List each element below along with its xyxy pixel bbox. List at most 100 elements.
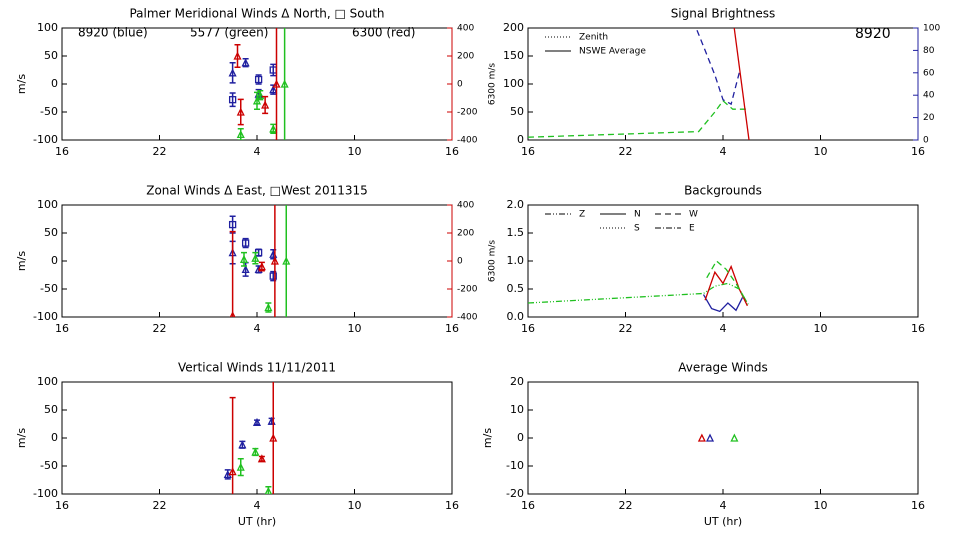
x-tick-label: 10 <box>814 499 828 512</box>
marker-triangle <box>261 100 270 109</box>
x-tick-label: 22 <box>619 322 633 335</box>
y-tick-label: 0 <box>51 431 58 444</box>
x-axis-label: UT (hr) <box>704 515 742 528</box>
x-tick-label: 22 <box>153 499 167 512</box>
marker-triangle <box>697 433 706 442</box>
error-bar <box>234 44 241 68</box>
x-tick-label: 22 <box>153 322 167 335</box>
y2-tick-label: -200 <box>457 285 478 295</box>
x-tick-label: 4 <box>254 322 261 335</box>
y-axis-label: m/s <box>15 74 28 94</box>
error-bar <box>241 251 247 267</box>
error-bar <box>229 215 236 234</box>
x-tick-label: 22 <box>619 499 633 512</box>
error-bar <box>229 230 236 317</box>
y2-tick-label: -400 <box>457 136 478 146</box>
y-tick-label: -50 <box>40 459 58 472</box>
plot-frame <box>527 27 919 141</box>
x-tick-label: 10 <box>348 322 362 335</box>
annotation: 8920 <box>855 26 891 42</box>
y-tick-label: 0 <box>517 431 524 444</box>
marker-triangle <box>238 440 247 449</box>
y-tick-label: -100 <box>33 310 58 323</box>
y-tick-label: 100 <box>37 375 58 388</box>
x-tick-label: 16 <box>55 145 69 158</box>
marker-triangle <box>269 433 278 442</box>
marker-triangle <box>228 68 237 77</box>
y-tick-label: 200 <box>503 21 524 34</box>
data-line <box>528 99 748 138</box>
plot-area <box>228 28 289 140</box>
error-bar <box>272 382 274 494</box>
data-line <box>528 282 750 307</box>
x-tick-label: 16 <box>445 499 459 512</box>
y-tick-label: 0.0 <box>507 310 525 323</box>
y-tick-label: 50 <box>44 403 58 416</box>
marker-triangle <box>272 79 281 88</box>
plot-area <box>223 382 278 494</box>
x-tick-label: 16 <box>911 499 925 512</box>
y2-tick-label: 0 <box>923 136 929 146</box>
error-bar <box>262 95 269 115</box>
y2-tick-label: 400 <box>457 201 474 211</box>
y2-tick-label: -400 <box>457 313 478 323</box>
x-tick-label: 16 <box>911 322 925 335</box>
x-tick-label: 10 <box>814 322 828 335</box>
marker-triangle <box>282 256 291 265</box>
chart-title: Signal Brightness <box>671 7 776 21</box>
marker-triangle <box>241 264 250 274</box>
annotation: 5577 (green) <box>190 26 268 40</box>
x-tick-label: 10 <box>814 145 828 158</box>
legend-label: W <box>689 210 698 220</box>
marker-triangle <box>252 96 262 105</box>
marker-square <box>241 239 250 247</box>
y-tick-label: 50 <box>510 105 524 118</box>
marker-square <box>254 75 263 84</box>
x-tick-label: 16 <box>445 145 459 158</box>
error-bar <box>285 205 287 317</box>
legend-label: E <box>689 224 695 234</box>
y2-tick-label: 20 <box>923 113 935 123</box>
x-tick-label: 22 <box>619 145 633 158</box>
marker-triangle <box>239 254 249 263</box>
error-bar <box>237 98 244 126</box>
y-tick-label: 100 <box>37 198 58 211</box>
marker-triangle <box>269 124 278 133</box>
y-tick-label: -20 <box>506 487 524 500</box>
legend-label: Z <box>579 210 585 220</box>
marker-triangle <box>264 486 273 494</box>
error-bar <box>229 396 236 494</box>
marker-triangle <box>257 262 266 271</box>
x-tick-label: 4 <box>254 145 261 158</box>
y-tick-label: 0.5 <box>507 282 525 295</box>
chart-title: Zonal Winds Δ East, □West 2011315 <box>146 184 368 198</box>
x-tick-label: 4 <box>720 322 727 335</box>
error-bar <box>274 205 276 317</box>
x-tick-label: 16 <box>55 499 69 512</box>
x-tick-label: 16 <box>55 322 69 335</box>
error-bar <box>270 63 277 77</box>
x-tick-label: 16 <box>445 322 459 335</box>
y2-tick-label: 100 <box>923 24 940 34</box>
y-tick-label: 0 <box>51 77 58 90</box>
marker-triangle <box>251 253 260 262</box>
chart-title: Palmer Meridional Winds Δ North, □ South <box>129 7 384 21</box>
plot-area <box>528 259 750 313</box>
plot-area <box>228 205 291 317</box>
marker-triangle <box>705 433 715 442</box>
y-tick-label: -50 <box>40 282 58 295</box>
y-tick-label: 150 <box>503 49 524 62</box>
marker-triangle <box>228 467 237 476</box>
marker-triangle <box>236 462 245 471</box>
x-tick-label: 4 <box>720 499 727 512</box>
marker-square <box>228 220 237 229</box>
marker-triangle <box>257 454 266 463</box>
x-tick-label: 22 <box>153 145 167 158</box>
y-tick-label: 1.0 <box>507 254 525 267</box>
y2-axis-label: 6300 m/s <box>488 63 498 106</box>
marker-triangle <box>252 417 262 426</box>
x-tick-label: 16 <box>521 322 535 335</box>
y2-tick-label: 0 <box>457 80 463 90</box>
marker-triangle <box>236 129 245 139</box>
x-tick-label: 16 <box>521 499 535 512</box>
